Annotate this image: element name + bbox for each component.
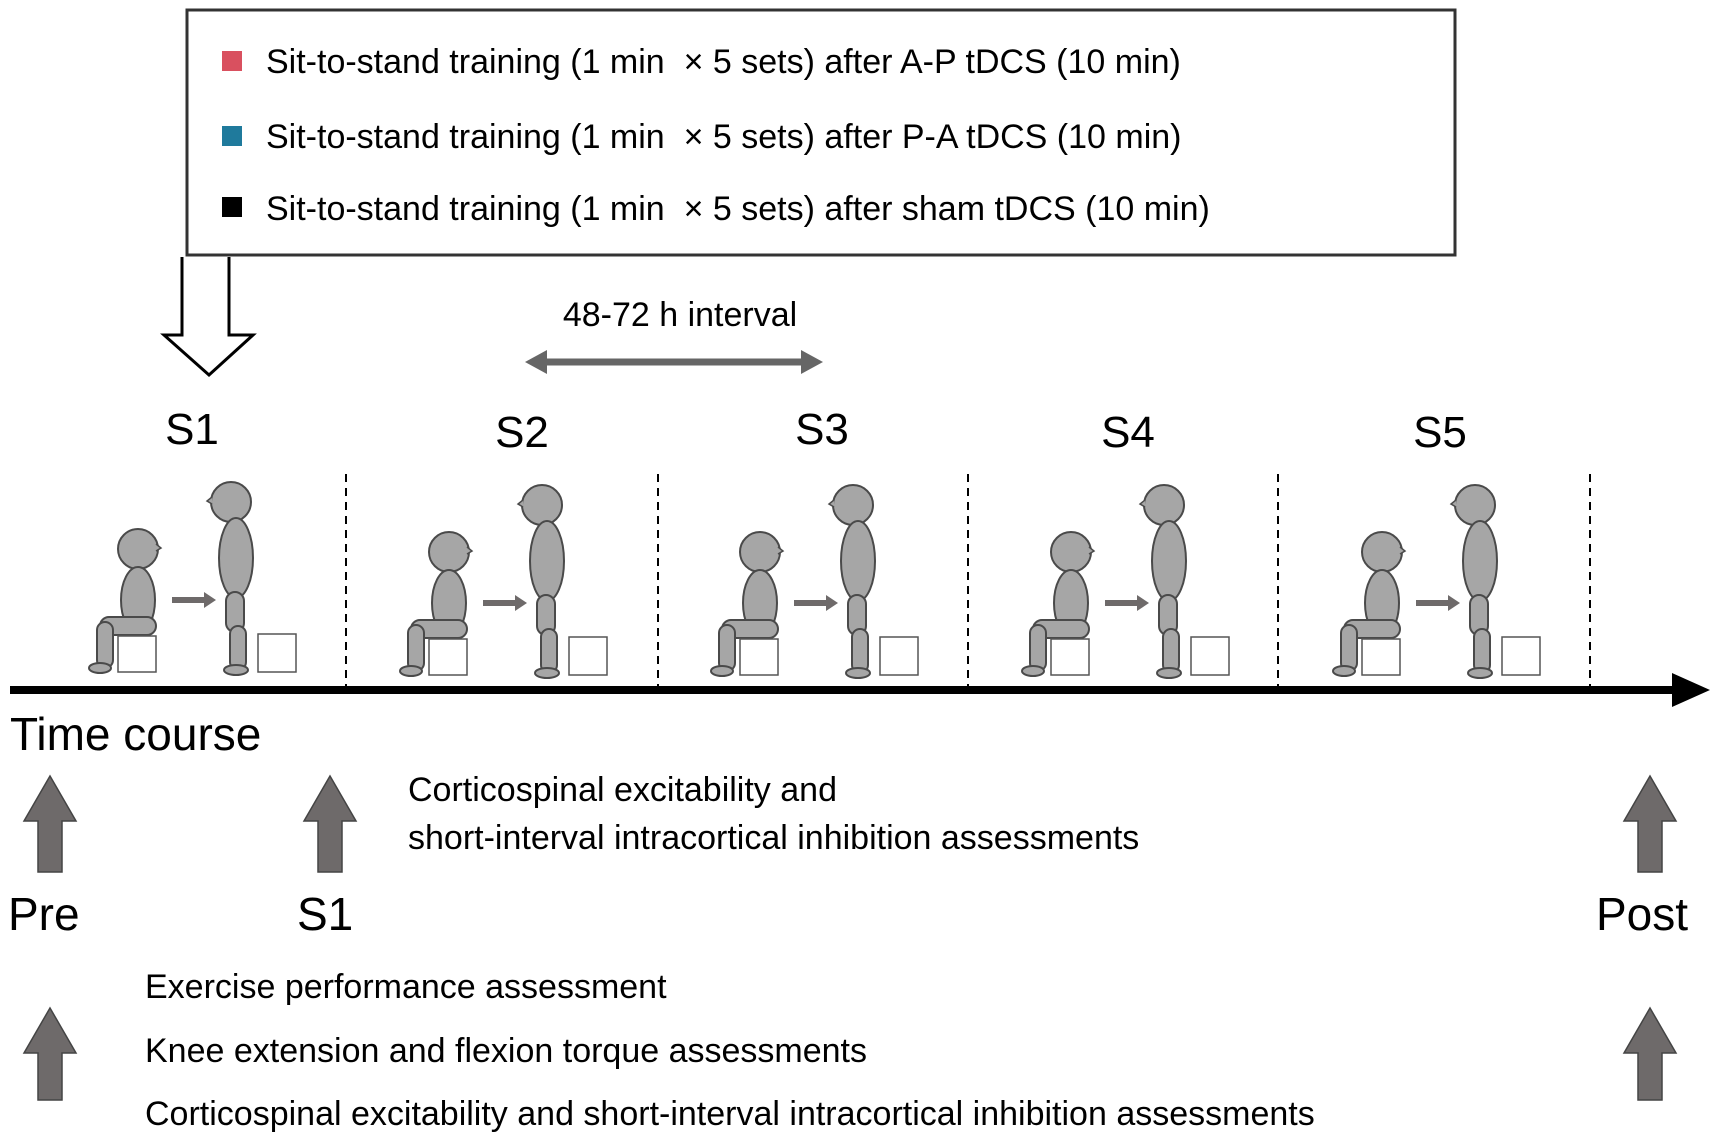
transition-arrow: [483, 595, 527, 611]
seated-person-icon: [710, 531, 785, 677]
standing-person-icon: [1449, 484, 1541, 679]
legend-item-ap: Sit-to-stand training (1 min × 5 sets) a…: [266, 43, 1181, 81]
assessment-arrows: [22, 774, 1678, 1101]
s1-cse-arrow: [302, 774, 358, 873]
stool-icon: [117, 635, 157, 673]
sit-to-stand-group-2: [399, 484, 608, 679]
timepoint-post: Post: [1596, 888, 1688, 940]
seated-person-icon: [88, 528, 163, 674]
prepost-assessment-exercise: Exercise performance assessment: [145, 968, 667, 1006]
seated-person-icon: [1021, 531, 1096, 677]
session-label-s5: S5: [1413, 408, 1467, 457]
session-label-s1: S1: [165, 405, 219, 454]
session-separators: [345, 474, 1591, 690]
sit-to-stand-group-4: [1021, 484, 1230, 679]
stool-icon: [879, 636, 919, 676]
timeline-arrow: [10, 673, 1710, 707]
legend-frame: [185, 8, 1457, 257]
stool-icon: [1501, 636, 1541, 676]
s1-assessment-line-1: Corticospinal excitability and: [408, 771, 837, 809]
stool-icon: [428, 638, 468, 676]
post-cse-arrow: [1622, 774, 1678, 873]
prepost-assessment-torque: Knee extension and flexion torque assess…: [145, 1032, 867, 1070]
legend-item-sham: Sit-to-stand training (1 min × 5 sets) a…: [266, 190, 1210, 228]
legend-swatch-sham: [222, 197, 242, 217]
interval-double-arrow: [525, 350, 823, 374]
standing-person-icon: [827, 484, 919, 679]
timepoint-s1: S1: [297, 888, 353, 940]
seated-person-icon: [399, 531, 474, 677]
legend-box: Sit-to-stand training (1 min × 5 sets) a…: [185, 8, 1457, 257]
s1-assessment-line-2: short-interval intracortical inhibition …: [408, 819, 1139, 857]
stool-icon: [1050, 638, 1090, 676]
standing-person-icon: [205, 481, 297, 676]
stool-icon: [257, 633, 297, 673]
legend-pointer-arrow: [160, 257, 257, 378]
standing-person-icon: [1138, 484, 1230, 679]
legend-swatch-pa: [222, 126, 242, 146]
seated-person-icon: [1332, 531, 1407, 677]
prepost-assessment-cse-sici: Corticospinal excitability and short-int…: [145, 1095, 1315, 1133]
post-outcome-arrow: [1622, 1006, 1678, 1101]
transition-arrow: [794, 595, 838, 611]
sit-to-stand-figures: [88, 481, 1541, 679]
stool-icon: [739, 638, 779, 676]
interval-label: 48-72 h interval: [563, 296, 797, 334]
session-label-s2: S2: [495, 408, 549, 457]
standing-person-icon: [516, 484, 608, 679]
session-label-s4: S4: [1101, 408, 1155, 457]
transition-arrow: [1416, 595, 1460, 611]
sit-to-stand-group-5: [1332, 484, 1541, 679]
transition-arrow: [1105, 595, 1149, 611]
pre-cse-arrow: [22, 774, 78, 873]
legend-item-pa: Sit-to-stand training (1 min × 5 sets) a…: [266, 118, 1182, 156]
sit-to-stand-group-1: [88, 481, 297, 676]
timepoint-pre: Pre: [8, 888, 80, 940]
stool-icon: [568, 636, 608, 676]
stool-icon: [1361, 638, 1401, 676]
stool-icon: [1190, 636, 1230, 676]
transition-arrow: [172, 592, 216, 608]
timeline-label: Time course: [10, 708, 261, 760]
session-label-s3: S3: [795, 405, 849, 454]
pre-outcome-arrow: [22, 1006, 78, 1101]
legend-swatch-ap: [222, 51, 242, 71]
sit-to-stand-group-3: [710, 484, 919, 679]
